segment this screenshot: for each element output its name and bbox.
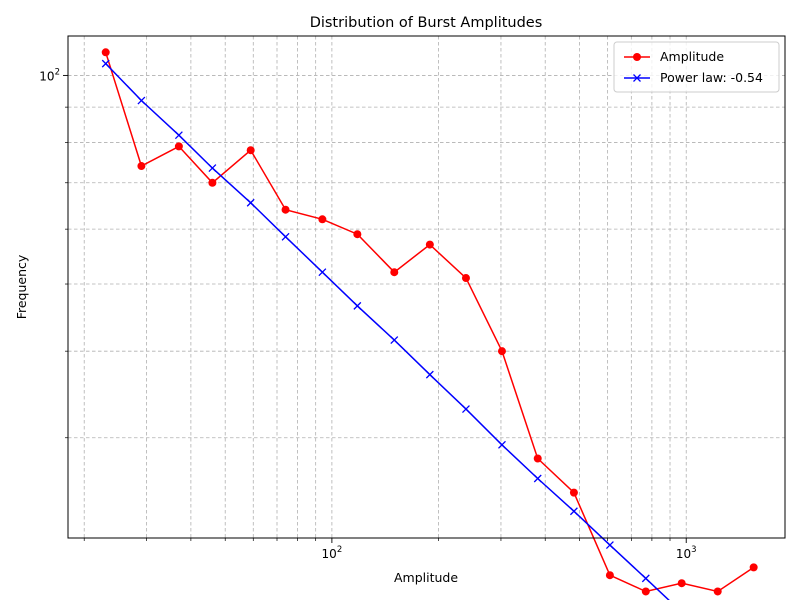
series-layer (102, 48, 758, 600)
legend-marker-amplitude (633, 53, 641, 61)
x-axis-label: Amplitude (394, 570, 458, 585)
x-tick-label: 103 (676, 545, 697, 561)
data-point-power-law (138, 97, 145, 104)
data-point-amplitude (426, 241, 434, 249)
legend-label-power-law: Power law: -0.54 (660, 70, 763, 85)
data-point-amplitude (282, 206, 290, 214)
data-point-power-law (247, 199, 254, 206)
y-axis-label: Frequency (14, 254, 29, 319)
data-point-amplitude (390, 268, 398, 276)
data-point-power-law (391, 337, 398, 344)
data-point-power-law (282, 233, 289, 240)
x-tick-label-exponent: 3 (691, 545, 696, 555)
data-point-amplitude (353, 230, 361, 238)
legend: Amplitude Power law: -0.54 (614, 42, 779, 92)
data-point-amplitude (137, 162, 145, 170)
data-point-power-law (606, 542, 613, 549)
data-point-power-law (570, 508, 577, 515)
data-point-power-law (175, 132, 182, 139)
x-tick-label: 102 (322, 545, 343, 561)
data-point-amplitude (606, 571, 614, 579)
plot-frame (68, 36, 785, 538)
data-point-power-law (462, 406, 469, 413)
data-point-amplitude (642, 587, 650, 595)
data-point-power-law (498, 441, 505, 448)
x-tick-label-exponent: 2 (337, 545, 342, 555)
data-point-power-law (534, 475, 541, 482)
data-point-amplitude (102, 48, 110, 56)
x-tick-label-base: 10 (322, 547, 337, 561)
series-line-amplitude (106, 52, 754, 591)
y-tick-label-exponent: 2 (55, 67, 60, 77)
chart-title: Distribution of Burst Amplitudes (310, 15, 543, 31)
data-point-amplitude (714, 587, 722, 595)
y-tick-label: 102 (39, 67, 60, 83)
data-point-power-law (102, 60, 109, 67)
data-point-amplitude (318, 215, 326, 223)
y-tick-label-base: 10 (39, 69, 54, 83)
x-tick-label-base: 10 (676, 547, 691, 561)
data-point-power-law (426, 371, 433, 378)
data-point-power-law (209, 165, 216, 172)
data-point-amplitude (208, 179, 216, 187)
data-point-amplitude (462, 274, 470, 282)
data-point-power-law (642, 575, 649, 582)
series-line-power-law (106, 64, 754, 600)
grid (68, 36, 785, 538)
data-point-amplitude (498, 347, 506, 355)
data-point-amplitude (570, 489, 578, 497)
data-point-amplitude (247, 146, 255, 154)
data-point-amplitude (678, 579, 686, 587)
legend-label-amplitude: Amplitude (660, 49, 724, 64)
data-point-amplitude (175, 142, 183, 150)
data-point-amplitude (750, 563, 758, 571)
data-point-power-law (319, 269, 326, 276)
data-point-amplitude (534, 455, 542, 463)
data-point-power-law (354, 302, 361, 309)
